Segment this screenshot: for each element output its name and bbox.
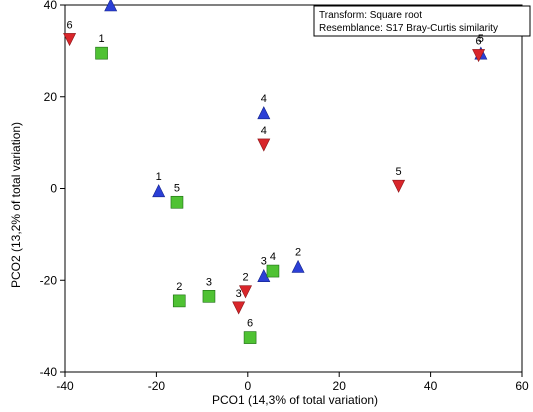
x-tick-label: 0 (244, 379, 251, 393)
point-label: 5 (174, 182, 180, 194)
point-label: 6 (247, 318, 253, 330)
red-inverted-triangle-point (232, 301, 246, 315)
green-square-point (170, 195, 184, 209)
red-inverted-triangle-point (239, 285, 253, 299)
point-label: 1 (98, 33, 104, 45)
y-tick-label: 40 (44, 0, 58, 12)
red-inverted-triangle-point (257, 138, 271, 152)
green-square-point (266, 264, 280, 278)
annotation-resemblance: Resemblance: S17 Bray-Curtis similarity (319, 23, 498, 34)
y-tick-label: 0 (50, 182, 57, 196)
blue-triangle-point (291, 259, 305, 273)
y-tick-label: 20 (44, 90, 58, 104)
point-label: 4 (261, 125, 267, 137)
annotation-transform: Transform: Square root (319, 10, 422, 21)
green-square-point (202, 290, 216, 303)
blue-triangle-point (257, 106, 271, 120)
point-label: 3 (261, 256, 267, 268)
x-tick-label: 60 (515, 379, 529, 393)
x-axis-title: PCO1 (14,3% of total variation) (212, 393, 378, 407)
point-label: 4 (261, 93, 267, 105)
green-square-point (243, 331, 257, 344)
plot-frame (64, 4, 523, 373)
red-inverted-triangle-point (392, 179, 406, 193)
annotation-frame (313, 5, 531, 37)
green-square-point (172, 294, 186, 308)
red-inverted-triangle-point (63, 33, 77, 47)
axes: -40 -20 0 20 40 60 -40 -20 0 20 40 (40, 0, 529, 393)
point-label: 2 (242, 272, 248, 284)
x-tick-label: 40 (424, 379, 438, 393)
red-inverted-triangle-point (472, 49, 486, 63)
green-square-point (95, 46, 108, 60)
point-label: 6 (67, 19, 73, 31)
annotation-box: Transform: Square root Resemblance: S17 … (313, 5, 531, 37)
point-label: 2 (295, 246, 301, 258)
point-label: 3 (206, 276, 212, 288)
x-tick-label: -40 (56, 379, 74, 393)
x-tick-label: -20 (148, 379, 166, 393)
point-label: 6 (476, 35, 482, 47)
point-label: 2 (176, 281, 182, 293)
point-label: 4 (270, 251, 276, 263)
blue-triangle-point (104, 0, 118, 12)
y-axis-title: PCO2 (13,2% of total variation) (9, 122, 23, 288)
x-tick-label: 20 (333, 379, 347, 393)
point-label: 5 (478, 33, 484, 45)
y-tick-label: -40 (40, 365, 58, 379)
y-tick-label: -20 (40, 273, 58, 287)
blue-triangle-point (152, 184, 166, 198)
point-label: 3 (236, 288, 242, 300)
point-label: 1 (156, 171, 162, 183)
point-label: 5 (396, 166, 402, 178)
